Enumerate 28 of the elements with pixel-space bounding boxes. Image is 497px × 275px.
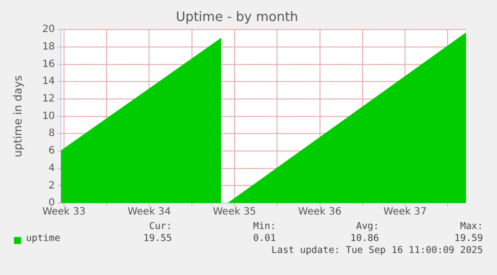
y-tick-label: 0	[48, 198, 55, 209]
y-tick-label: 10	[42, 110, 55, 122]
text: Min:	[253, 221, 276, 232]
text: 19.59	[454, 233, 483, 244]
y-tick-label: 16	[42, 58, 55, 70]
y-tick-label: 14	[42, 76, 55, 88]
y-tick-label: 12	[42, 94, 55, 105]
text: Max:	[460, 221, 483, 232]
x-tick-label: Week 36	[298, 206, 342, 218]
x-tick-label: Week 34	[128, 206, 171, 218]
legend-label: uptime	[26, 233, 60, 244]
y-tick-label: 6	[48, 146, 55, 157]
x-tick-label: Week 33	[42, 206, 86, 218]
text: Cur:	[149, 221, 172, 232]
y-tick-label: 20	[42, 24, 55, 36]
text: 0.01	[253, 233, 276, 244]
y-tick-label: 2	[48, 180, 55, 192]
y-axis-title: uptime in days	[11, 75, 24, 158]
y-tick-label: 8	[48, 128, 55, 140]
chart-title: Uptime - by month	[176, 10, 298, 26]
y-tick-label: 18	[42, 42, 55, 53]
text: 10.86	[350, 233, 379, 244]
text: Avg:	[356, 221, 379, 232]
text: Last update: Tue Sep 16 11:00:09 2025	[271, 245, 483, 256]
text: 19.55	[143, 233, 172, 244]
y-tick-label: 4	[48, 162, 55, 174]
x-tick-label: Week 35	[212, 206, 256, 218]
x-tick-label: Week 37	[383, 206, 427, 218]
